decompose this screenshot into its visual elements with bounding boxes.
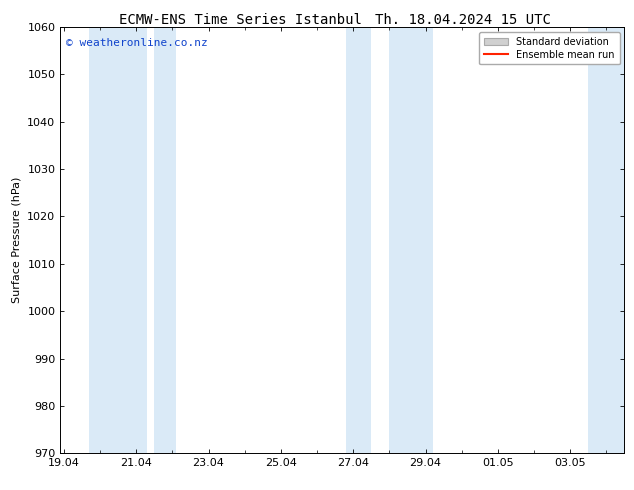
Bar <box>154 27 176 453</box>
Bar <box>89 27 147 453</box>
Bar <box>588 27 628 453</box>
Text: Th. 18.04.2024 15 UTC: Th. 18.04.2024 15 UTC <box>375 13 551 27</box>
Bar <box>389 27 433 453</box>
Legend: Standard deviation, Ensemble mean run: Standard deviation, Ensemble mean run <box>479 32 619 65</box>
Text: © weatheronline.co.nz: © weatheronline.co.nz <box>66 38 207 48</box>
Y-axis label: Surface Pressure (hPa): Surface Pressure (hPa) <box>11 177 22 303</box>
Text: ECMW-ENS Time Series Istanbul: ECMW-ENS Time Series Istanbul <box>119 13 363 27</box>
Bar <box>346 27 372 453</box>
